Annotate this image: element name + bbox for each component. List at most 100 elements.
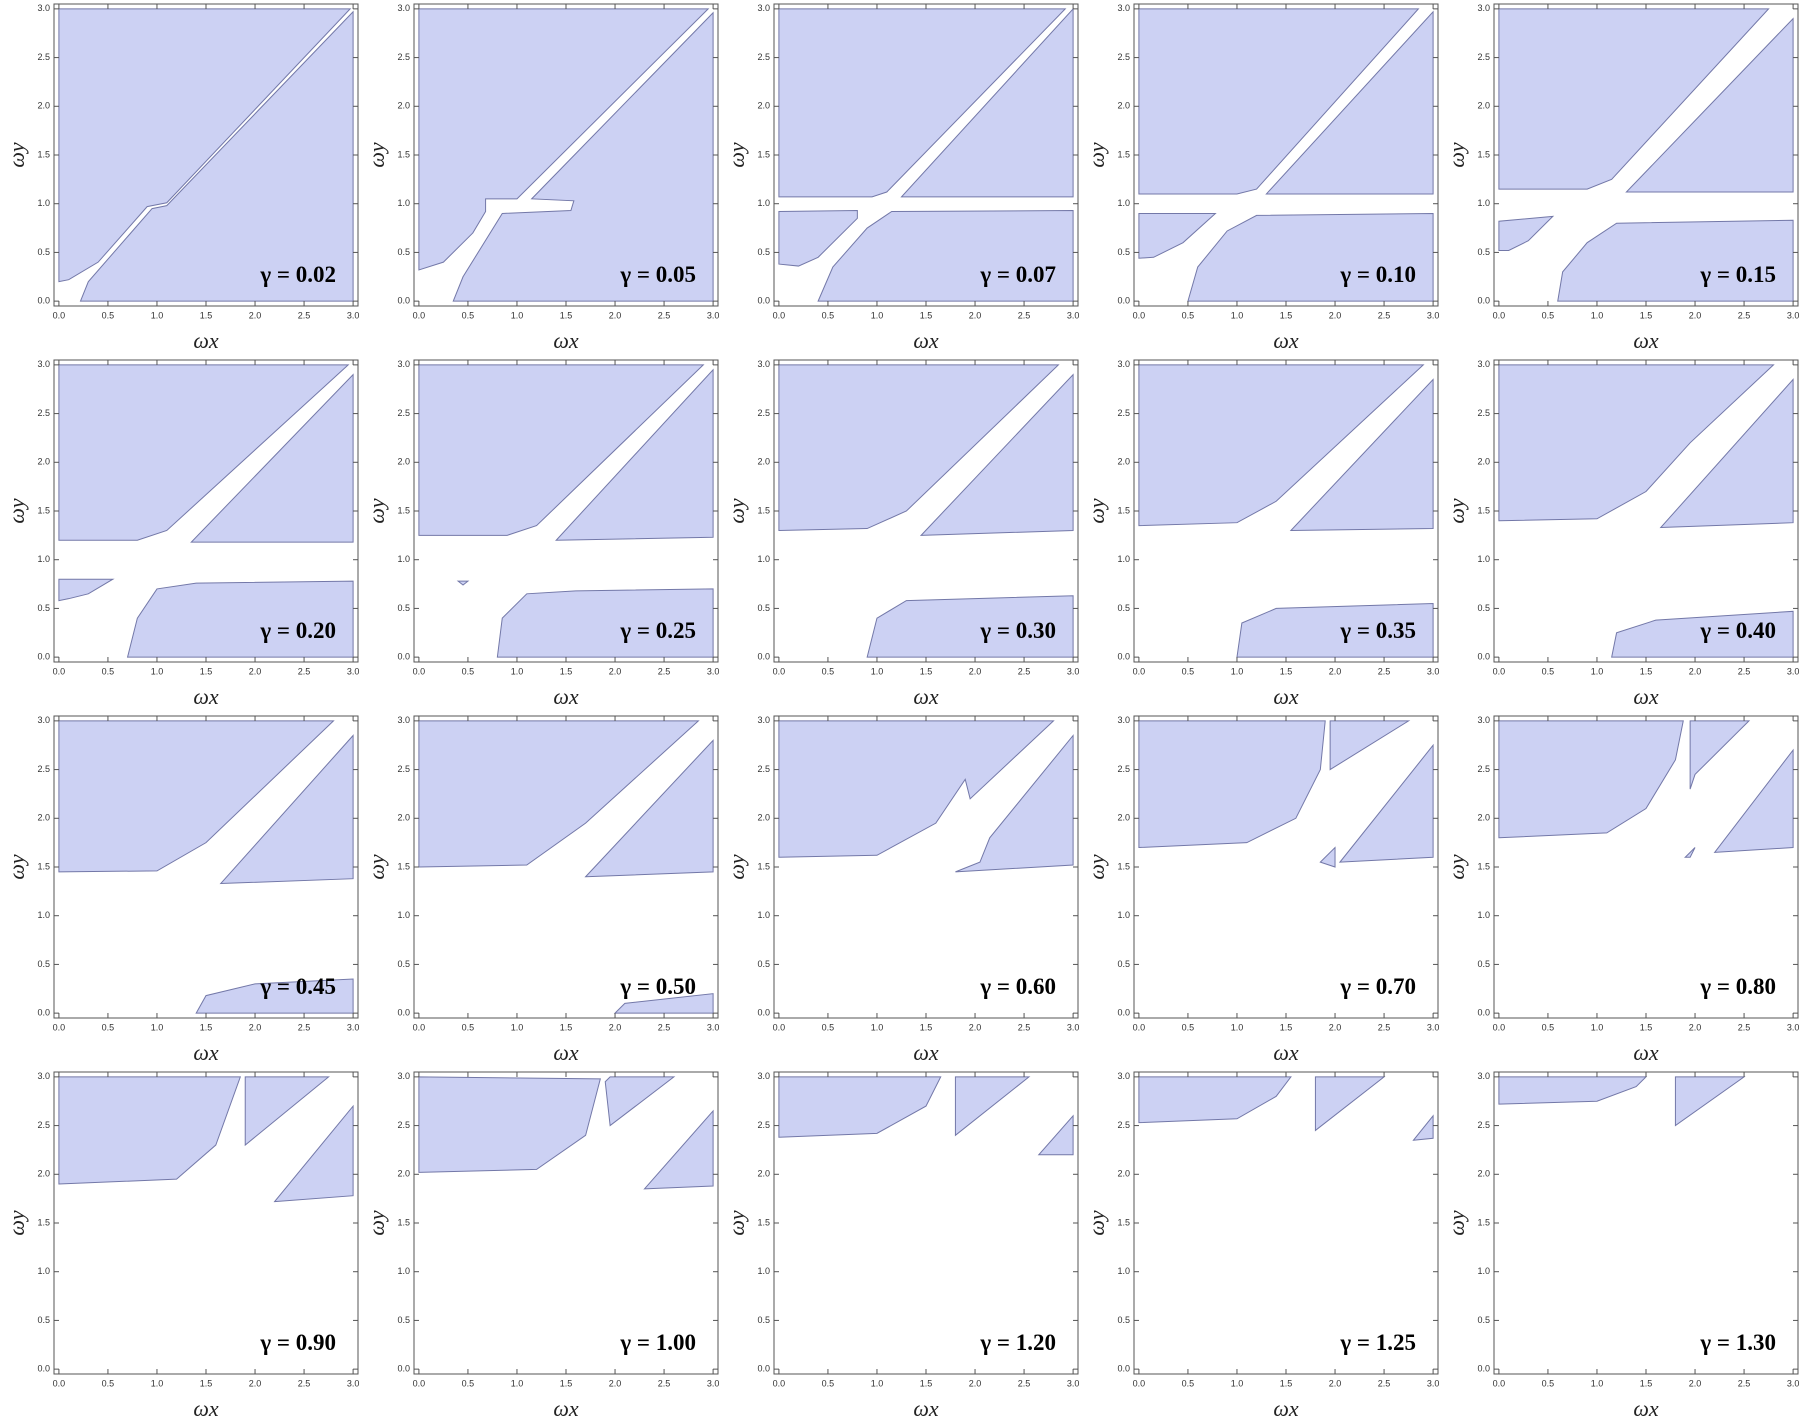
y-tick-label: 0.5 [397, 603, 410, 613]
x-tick-label: 1.5 [560, 310, 573, 320]
plot-area [778, 720, 1074, 873]
plot-area [1138, 364, 1434, 658]
y-tick-label: 2.5 [1477, 408, 1490, 418]
region [1498, 8, 1770, 190]
panel: 0.0 0.5 1.0 1.5 2.0 2.5 3.0 0.0 0.5 1.0 1.5 2.0 2.5 3… [724, 715, 1079, 1065]
y-tick-label: 0.5 [1477, 603, 1490, 613]
x-tick-label: 1.5 [560, 666, 573, 676]
x-tick-label: 0.5 [102, 1022, 115, 1032]
y-axis-label: ωy [1444, 142, 1469, 168]
y-tick-label: 3.0 [757, 715, 770, 725]
x-tick-label: 2.0 [969, 310, 982, 320]
chart-title: γ = 1.20 [979, 1330, 1056, 1355]
y-tick-label: 1.5 [37, 1217, 50, 1227]
plot-area [418, 720, 714, 1014]
x-tick-label: 0.0 [1133, 1378, 1146, 1388]
region [456, 580, 470, 586]
y-tick-label: 0.5 [37, 959, 50, 969]
x-tick-label: 2.0 [609, 666, 622, 676]
region [195, 978, 354, 1014]
region [418, 1076, 601, 1173]
x-axis-label: ωx [193, 1040, 219, 1065]
region [418, 364, 705, 536]
region [190, 373, 354, 543]
y-tick-label: 0.0 [757, 296, 770, 306]
plot-area [1498, 1076, 1746, 1127]
x-tick-label: 3.0 [1427, 1022, 1440, 1032]
x-tick-label: 2.5 [1738, 666, 1751, 676]
panel: 0.0 0.5 1.0 1.5 2.0 2.5 3.0 0.0 0.5 1.0 1.5 2.0 2.5 3… [1084, 3, 1439, 353]
y-tick-label: 1.5 [37, 149, 50, 159]
x-axis-label: ωx [193, 1396, 219, 1421]
region [778, 210, 858, 267]
y-tick-label: 2.0 [1477, 101, 1490, 111]
region [778, 1076, 942, 1138]
y-tick-label: 3.0 [757, 359, 770, 369]
x-tick-label: 1.0 [871, 666, 884, 676]
y-tick-label: 1.0 [37, 1266, 50, 1276]
region [1625, 17, 1794, 193]
region [866, 595, 1074, 658]
y-tick-label: 1.5 [397, 1217, 410, 1227]
y-tick-label: 3.0 [757, 1071, 770, 1081]
y-tick-label: 0.5 [1477, 247, 1490, 257]
x-tick-label: 2.0 [1329, 666, 1342, 676]
y-tick-label: 1.5 [1477, 149, 1490, 159]
y-tick-label: 1.0 [37, 910, 50, 920]
y-tick-label: 0.0 [37, 652, 50, 662]
region [244, 1076, 330, 1147]
y-tick-label: 3.0 [1117, 359, 1130, 369]
region [1713, 748, 1794, 853]
x-tick-label: 0.5 [462, 1022, 475, 1032]
x-tick-label: 0.5 [1542, 666, 1555, 676]
y-tick-label: 3.0 [37, 715, 50, 725]
y-tick-label: 2.5 [757, 1120, 770, 1130]
y-tick-label: 1.5 [1477, 505, 1490, 515]
y-tick-label: 3.0 [397, 715, 410, 725]
x-tick-label: 0.5 [102, 666, 115, 676]
y-tick-label: 1.5 [1117, 149, 1130, 159]
x-tick-label: 1.5 [560, 1378, 573, 1388]
x-tick-label: 2.5 [1738, 1022, 1751, 1032]
x-tick-label: 1.5 [1640, 666, 1653, 676]
y-tick-label: 1.0 [397, 910, 410, 920]
y-tick-label: 0.0 [1477, 296, 1490, 306]
x-tick-label: 2.5 [298, 666, 311, 676]
x-tick-label: 2.0 [1329, 310, 1342, 320]
chart-title: γ = 0.35 [1339, 618, 1416, 643]
x-tick-label: 3.0 [1787, 1022, 1800, 1032]
x-axis-label: ωx [553, 1396, 579, 1421]
y-tick-label: 1.0 [1117, 1266, 1130, 1276]
x-axis-label: ωx [1633, 1396, 1659, 1421]
x-tick-label: 1.0 [151, 1378, 164, 1388]
y-tick-label: 0.0 [397, 1008, 410, 1018]
x-tick-label: 3.0 [347, 1378, 360, 1388]
y-tick-label: 0.0 [757, 652, 770, 662]
y-axis-label: ωy [4, 854, 29, 880]
y-tick-label: 0.5 [37, 1315, 50, 1325]
y-tick-label: 1.5 [757, 505, 770, 515]
x-tick-label: 0.5 [1542, 310, 1555, 320]
panel: 0.0 0.5 1.0 1.5 2.0 2.5 3.0 0.0 0.5 1.0 1.5 2.0 2.5 3… [4, 1071, 359, 1421]
region [778, 720, 1055, 858]
x-tick-label: 2.0 [1329, 1378, 1342, 1388]
x-tick-label: 1.0 [1231, 1378, 1244, 1388]
y-tick-label: 3.0 [1117, 3, 1130, 13]
plot-area [1498, 364, 1794, 658]
y-tick-label: 2.5 [757, 764, 770, 774]
x-tick-label: 3.0 [1427, 666, 1440, 676]
y-tick-label: 0.0 [1117, 1008, 1130, 1018]
y-tick-label: 2.0 [1477, 457, 1490, 467]
y-tick-label: 0.0 [1477, 1008, 1490, 1018]
y-tick-label: 2.0 [1117, 101, 1130, 111]
y-tick-label: 2.5 [397, 408, 410, 418]
x-tick-label: 1.0 [511, 666, 524, 676]
x-tick-label: 0.5 [822, 1022, 835, 1032]
x-tick-label: 1.0 [1591, 1022, 1604, 1032]
chart-title: γ = 0.15 [1699, 262, 1776, 287]
region [954, 1076, 1031, 1137]
y-tick-label: 0.5 [397, 1315, 410, 1325]
y-tick-label: 0.0 [757, 1364, 770, 1374]
y-tick-label: 0.0 [1117, 1364, 1130, 1374]
y-tick-label: 2.5 [37, 408, 50, 418]
